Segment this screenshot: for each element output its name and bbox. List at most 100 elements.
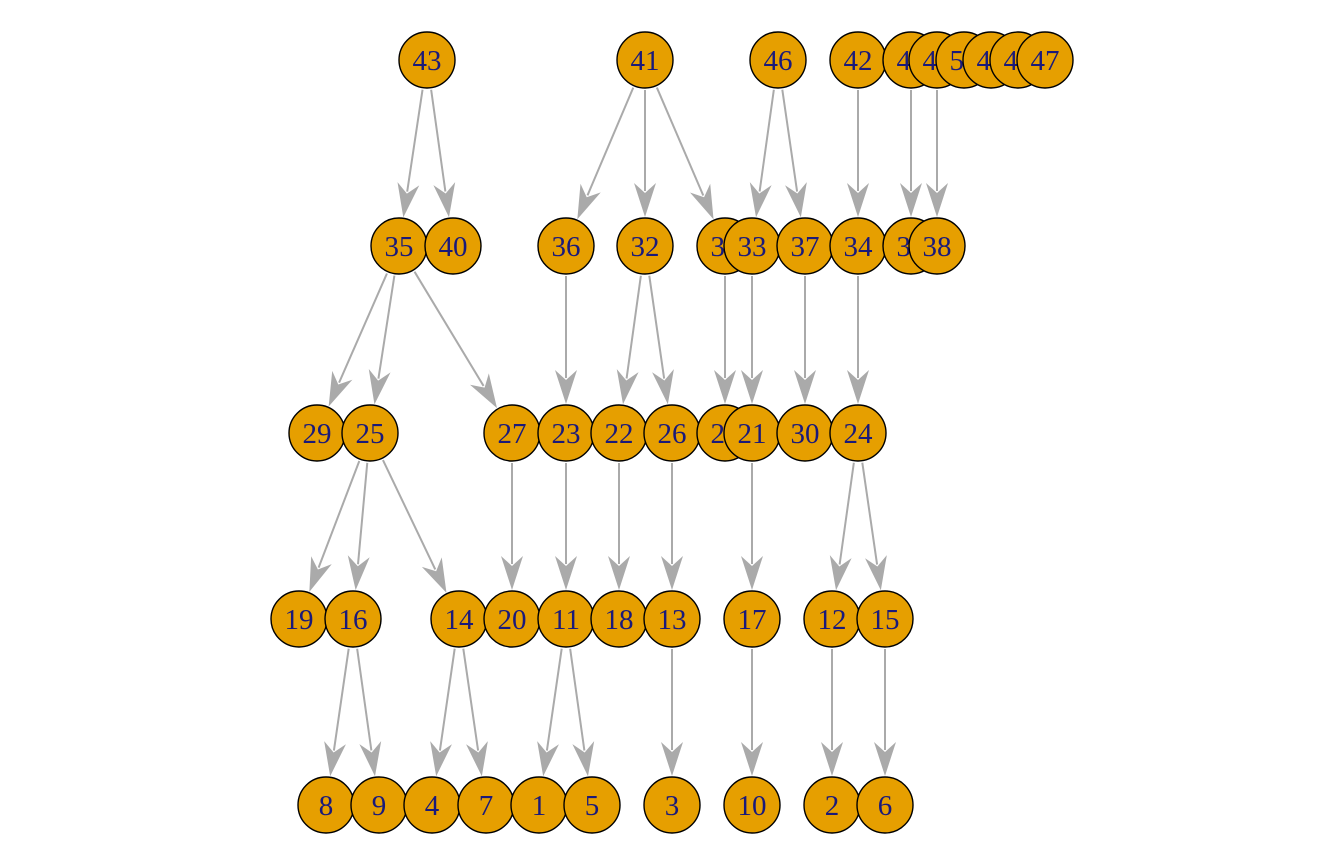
- arrowhead: [616, 369, 639, 405]
- node-33: 33: [723, 217, 781, 275]
- node-12: 12: [803, 590, 861, 648]
- node-label: 9: [372, 790, 387, 822]
- edge-41-32: [634, 90, 656, 217]
- node-circle: [723, 776, 781, 834]
- edge-41-36: [577, 87, 635, 220]
- arrowhead: [328, 370, 353, 407]
- arrowhead: [501, 556, 523, 590]
- arrowhead: [661, 556, 683, 590]
- arrowhead: [359, 741, 382, 777]
- node-circle: [723, 590, 781, 648]
- node-34: 34: [829, 217, 887, 275]
- arrowhead: [865, 555, 887, 591]
- node-circle: [856, 590, 914, 648]
- node-2: 2: [803, 776, 861, 834]
- arrowhead: [794, 370, 816, 404]
- node-label: 18: [605, 604, 634, 636]
- arrowhead: [847, 183, 869, 217]
- arrowhead: [900, 183, 922, 217]
- node-11: 11: [537, 590, 595, 648]
- node-label: 14: [445, 604, 475, 636]
- node-label: 33: [738, 231, 767, 263]
- arrowhead: [785, 182, 807, 218]
- edge-36-23: [555, 276, 577, 404]
- node-label: 13: [658, 604, 687, 636]
- node-label: 42: [844, 45, 873, 77]
- node-circle: [829, 404, 887, 462]
- node-41: 41: [616, 31, 674, 89]
- edge-25-19: [309, 460, 361, 592]
- node-label: 10: [738, 790, 767, 822]
- edge-46-33: [749, 89, 775, 218]
- arrowhead: [847, 370, 869, 404]
- node-23: 23: [537, 404, 595, 462]
- arrowhead: [421, 557, 447, 593]
- node-circle: [424, 217, 482, 275]
- node-label: 8: [319, 790, 334, 822]
- node-14: 14: [430, 590, 488, 648]
- node-label: 36: [552, 231, 581, 263]
- arrowhead: [741, 556, 763, 590]
- arrowhead: [555, 556, 577, 590]
- node-circle: [643, 590, 701, 648]
- node-7: 7: [457, 776, 515, 834]
- node-label: 47: [1031, 45, 1060, 77]
- edge-43-40: [430, 89, 456, 218]
- edge-34-24: [847, 276, 869, 404]
- node-label: 2: [825, 790, 840, 822]
- node-circle: [856, 776, 914, 834]
- node-label: 4: [425, 790, 440, 822]
- node-29: 29: [288, 404, 346, 462]
- arrowhead: [652, 369, 674, 405]
- node-4: 4: [403, 776, 461, 834]
- node-9: 9: [350, 776, 408, 834]
- arrowhead: [741, 742, 763, 776]
- edge-46-37: [781, 89, 807, 218]
- node-label: 11: [552, 604, 580, 636]
- arrowhead: [555, 370, 577, 404]
- arrowhead: [368, 369, 391, 405]
- node-label: 40: [439, 231, 468, 263]
- node-27: 27: [483, 404, 541, 462]
- node-circle: [341, 404, 399, 462]
- node-10: 10: [723, 776, 781, 834]
- edge-22-18: [608, 463, 630, 590]
- node-35: 35: [370, 217, 428, 275]
- edge-14-7: [462, 648, 488, 777]
- arrowhead: [347, 555, 370, 591]
- node-label: 32: [631, 231, 660, 263]
- node-label: 26: [658, 418, 687, 450]
- node-circle: [643, 776, 701, 834]
- edge-16-9: [356, 648, 382, 777]
- edge-13-3: [661, 649, 683, 776]
- arrowhead: [537, 741, 559, 777]
- edge-44-38: [926, 90, 948, 217]
- edge-24-15: [861, 462, 887, 591]
- arrowhead: [572, 741, 595, 777]
- node-label: 19: [285, 604, 314, 636]
- node-label: 29: [303, 418, 332, 450]
- edge-37-30: [794, 276, 816, 404]
- arrowhead: [821, 742, 843, 776]
- node-label: 41: [631, 45, 660, 77]
- node-label: 17: [738, 604, 767, 636]
- node-label: 34: [844, 231, 874, 263]
- edge-35-29: [328, 273, 388, 407]
- node-label: 21: [738, 418, 767, 450]
- edge-35-27: [413, 271, 498, 409]
- node-8: 8: [297, 776, 355, 834]
- node-circle: [616, 217, 674, 275]
- node-42: 42: [829, 31, 887, 89]
- node-label: 35: [385, 231, 414, 263]
- node-circle: [749, 31, 807, 89]
- edge-25-14: [382, 459, 447, 593]
- edge-11-1: [537, 648, 563, 777]
- node-36: 36: [537, 217, 595, 275]
- node-label: 22: [605, 418, 634, 450]
- edge-17-10: [741, 649, 763, 776]
- node-19: 19: [270, 590, 328, 648]
- arrowhead: [661, 742, 683, 776]
- node-6: 6: [856, 776, 914, 834]
- node-label: 37: [791, 231, 820, 263]
- node-46: 46: [749, 31, 807, 89]
